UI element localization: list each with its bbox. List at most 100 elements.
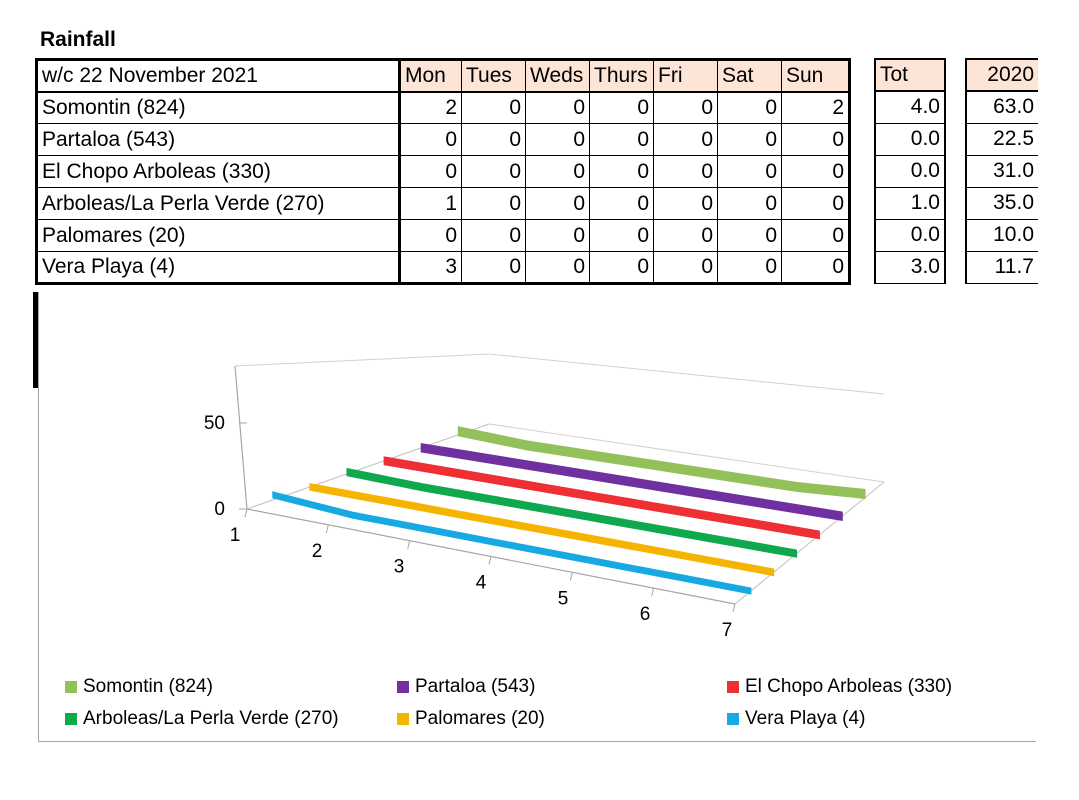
rain-value-cell: 0 [461,155,526,188]
legend-label: Arboleas/La Perla Verde (270) [83,708,339,729]
rain-value-cell: 0 [781,219,851,252]
table-row: Partaloa (543) 0 0 0 0 0 0 0 [36,123,851,156]
rain-value-cell: 0 [717,187,782,220]
x-tick-label: 7 [722,620,733,641]
legend-item: Vera Playa (4) [727,708,865,730]
year-total-cell: 10.0 [965,218,1038,252]
legend-item: Palomares (20) [397,708,545,730]
total-cell: 0.0 [874,122,946,156]
rain-value-cell: 0 [525,91,590,124]
rain-value-cell: 0 [461,187,526,220]
table-row: Vera Playa (4) 3 0 0 0 0 0 0 [36,251,851,284]
rain-value-cell: 0 [525,219,590,252]
legend-item: Somontin (824) [65,676,213,698]
floor-left-edge [246,423,490,510]
rain-value-cell: 3 [399,251,462,284]
rain-value-cell: 0 [717,91,782,124]
series-band-3 [383,456,820,540]
legend-item: Arboleas/La Perla Verde (270) [65,708,339,730]
series-band-5 [309,482,775,577]
legend-label: Vera Playa (4) [745,708,866,729]
station-name: El Chopo Arboleas (330) [36,155,401,188]
year-total-cell: 35.0 [965,186,1038,220]
rain-value-cell: 0 [461,251,526,284]
legend-swatch [397,713,409,725]
series-band-2 [420,443,843,521]
day-header: Weds [525,59,590,93]
total-cell: 4.0 [874,90,946,124]
rain-value-cell: 0 [525,187,590,220]
day-header: Fri [653,59,718,93]
table-row: Palomares (20) 0 0 0 0 0 0 0 [36,219,851,252]
x-tick-label: 6 [640,604,651,625]
x-tick-label: 4 [476,573,487,594]
legend-swatch [727,713,739,725]
table-row: El Chopo Arboleas (330) 0 0 0 0 0 0 0 [36,155,851,188]
rain-value-cell: 0 [717,251,782,284]
rain-value-cell: 0 [461,91,526,124]
rain-value-cell: 1 [399,187,462,220]
year-total-cell: 11.7 [965,250,1038,284]
table-header-row: w/c 22 November 2021 Mon Tues Weds Thurs… [36,59,851,93]
table-border-extension [33,292,38,388]
rainfall-3d-chart: 0 50 1 2 3 4 5 6 7 [204,353,885,641]
rain-value-cell: 0 [525,123,590,156]
rain-value-cell: 0 [525,251,590,284]
legend-swatch [65,713,77,725]
x-tick-label: 2 [312,541,323,562]
day-header: Sun [781,59,851,93]
rain-value-cell: 0 [781,251,851,284]
rain-value-cell: 0 [653,251,718,284]
x-tick [732,603,736,613]
year-total-cell: 22.5 [965,122,1038,156]
day-header: Sat [717,59,782,93]
year-total-cell: 63.0 [965,90,1038,124]
x-tick [407,540,411,549]
rain-value-cell: 0 [653,155,718,188]
legend-label: Partaloa (543) [415,676,536,697]
legend-label: Palomares (20) [415,708,545,729]
page-title: Rainfall [40,28,116,51]
station-name: Partaloa (543) [36,123,401,156]
table-row: Arboleas/La Perla Verde (270) 1 0 0 0 0 0 0 [36,187,851,220]
rain-value-cell: 0 [653,187,718,220]
station-name: Palomares (20) [36,219,401,252]
legend-swatch [397,681,409,693]
x-tick [488,556,492,565]
rain-value-cell: 0 [781,155,851,188]
rain-value-cell: 0 [461,219,526,252]
rain-value-cell: 0 [653,123,718,156]
tot-header: Tot [874,58,946,92]
station-name: Vera Playa (4) [36,251,401,284]
x-tick-label: 5 [558,588,569,609]
legend-item: El Chopo Arboleas (330) [727,676,952,698]
x-tick [651,588,655,597]
week-label: w/c 22 November 2021 [36,59,401,93]
rain-value-cell: 0 [589,251,654,284]
rain-value-cell: 0 [589,187,654,220]
station-name: Arboleas/La Perla Verde (270) [36,187,401,220]
rain-value-cell: 0 [589,123,654,156]
total-cell: 1.0 [874,186,946,220]
x-tick [325,524,329,533]
year-header: 2020 [965,58,1038,92]
rain-value-cell: 0 [589,155,654,188]
y-tick-label: 50 [204,413,225,434]
rain-value-cell: 0 [525,155,590,188]
floor-right-edge [734,481,885,605]
rain-value-cell: 0 [399,123,462,156]
x-tick [569,572,573,581]
day-header: Tues [461,59,526,93]
year-total-cell: 31.0 [965,154,1038,188]
back-wall-top-edge-right [488,353,885,395]
series-band-6 [272,491,752,595]
x-tick-label: 3 [394,557,405,578]
rain-value-cell: 2 [781,91,851,124]
rain-value-cell: 0 [399,219,462,252]
x-tick-label: 1 [230,525,241,546]
rain-value-cell: 0 [781,123,851,156]
table-row: Somontin (824) 2 0 0 0 0 0 2 [36,91,851,124]
chart-area: 0 50 1 2 3 4 5 6 7 Somontin (824) Partaloa (543) E… [38,292,1036,742]
rain-value-cell: 0 [717,123,782,156]
total-table: Tot 4.0 0.0 0.0 1.0 0.0 3.0 [874,58,946,284]
